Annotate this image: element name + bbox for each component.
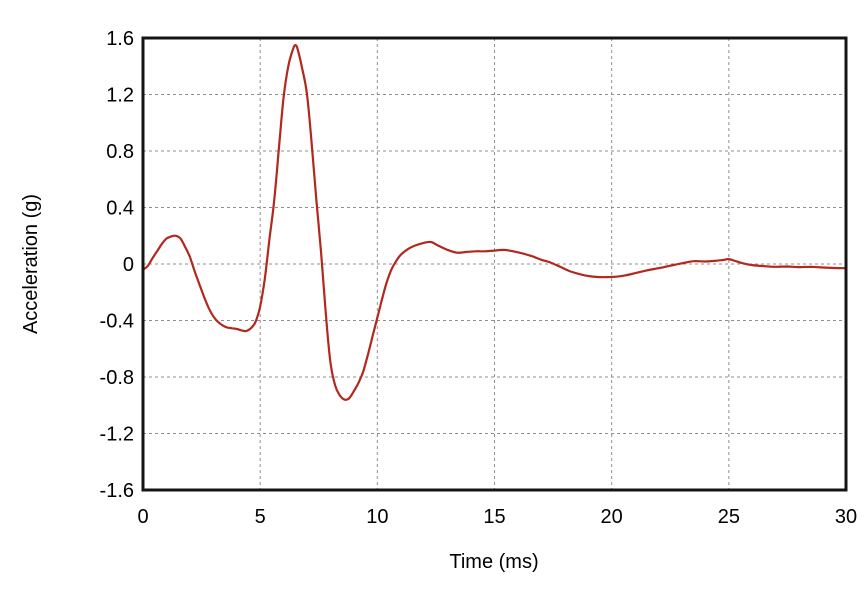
y-axis-title: Acceleration (g)	[20, 193, 42, 335]
y-tick-label: -1.2	[100, 424, 134, 446]
y-tick-label: 1.6	[106, 28, 134, 50]
y-tick-label: -1.6	[100, 480, 134, 502]
series-acceleration-line	[141, 44, 848, 401]
plot-frame	[141, 36, 848, 492]
y-tick-label: 0.8	[106, 141, 134, 163]
x-tick-label: 0	[137, 506, 148, 528]
y-tick-label: 0.4	[106, 198, 134, 220]
x-tick-label: 20	[601, 506, 623, 528]
x-tick-label: 15	[483, 506, 505, 528]
x-tick-label: 30	[835, 506, 857, 528]
x-tick-label: 10	[366, 506, 388, 528]
y-tick-label: -0.8	[100, 367, 134, 389]
x-tick-label: 25	[718, 506, 740, 528]
x-tick-label: 5	[255, 506, 266, 528]
y-tick-label: -0.4	[100, 311, 134, 333]
x-axis-title: Time (ms)	[449, 551, 539, 573]
y-tick-label: 0	[123, 254, 134, 276]
y-tick-label: 1.2	[106, 85, 134, 107]
